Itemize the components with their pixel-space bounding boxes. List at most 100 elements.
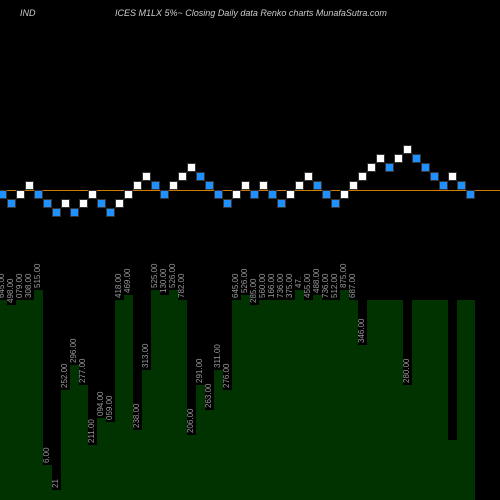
volume-label: 469.00 bbox=[123, 269, 132, 293]
volume-label: 130.00 bbox=[159, 269, 168, 293]
volume-label: 418.00 bbox=[114, 274, 123, 298]
volume-bar bbox=[0, 300, 7, 500]
volume-bar bbox=[304, 300, 313, 500]
renko-brick bbox=[448, 172, 457, 181]
renko-brick bbox=[79, 199, 88, 208]
volume-bar bbox=[115, 300, 124, 500]
renko-brick bbox=[430, 172, 439, 181]
volume-bar bbox=[124, 295, 133, 500]
volume-label: 291.00 bbox=[195, 359, 204, 383]
renko-brick bbox=[376, 154, 385, 163]
renko-brick bbox=[304, 172, 313, 181]
renko-brick bbox=[367, 163, 376, 172]
renko-brick bbox=[142, 172, 151, 181]
volume-label: 47. bbox=[294, 277, 303, 288]
renko-brick bbox=[187, 163, 196, 172]
renko-brick bbox=[412, 154, 421, 163]
volume-bar bbox=[160, 295, 169, 500]
volume-bar bbox=[448, 440, 457, 500]
volume-label: 277.00 bbox=[78, 359, 87, 383]
volume-bar bbox=[358, 345, 367, 500]
volume-label: 736.00 bbox=[276, 274, 285, 298]
volume-bar bbox=[34, 290, 43, 500]
volume-bar bbox=[250, 305, 259, 500]
volume-bar bbox=[394, 300, 403, 500]
volume-chart: 645.00498.00079.00308.00515.006.0021252.… bbox=[0, 280, 500, 500]
renko-brick bbox=[295, 181, 304, 190]
renko-brick bbox=[0, 190, 7, 199]
renko-brick bbox=[70, 208, 79, 217]
renko-chart bbox=[0, 30, 500, 280]
volume-bar bbox=[313, 295, 322, 500]
volume-bar bbox=[421, 300, 430, 500]
volume-label: 488.00 bbox=[312, 269, 321, 293]
renko-brick bbox=[7, 199, 16, 208]
renko-brick bbox=[16, 190, 25, 199]
volume-label: 263.00 bbox=[204, 384, 213, 408]
volume-bar bbox=[7, 305, 16, 500]
volume-label: 238.00 bbox=[132, 404, 141, 428]
volume-bar bbox=[88, 445, 97, 500]
volume-bar bbox=[466, 300, 475, 500]
volume-bar bbox=[439, 300, 448, 500]
volume-label: 059.00 bbox=[105, 396, 114, 420]
volume-bar bbox=[412, 300, 421, 500]
renko-brick bbox=[223, 199, 232, 208]
volume-bar bbox=[367, 300, 376, 500]
renko-brick bbox=[250, 190, 259, 199]
volume-label: 560.00 bbox=[258, 274, 267, 298]
volume-label: 308.00 bbox=[24, 274, 33, 298]
volume-label: 526.00 bbox=[240, 269, 249, 293]
volume-label: 526.00 bbox=[168, 264, 177, 288]
renko-brick bbox=[268, 190, 277, 199]
renko-brick bbox=[385, 163, 394, 172]
volume-bar bbox=[322, 300, 331, 500]
volume-label: 206.00 bbox=[186, 409, 195, 433]
renko-brick bbox=[25, 181, 34, 190]
volume-label: 276.00 bbox=[222, 364, 231, 388]
volume-bar bbox=[223, 390, 232, 500]
volume-label: 515.00 bbox=[33, 264, 42, 288]
volume-label: 375.00 bbox=[285, 274, 294, 298]
volume-label: 211.00 bbox=[87, 419, 96, 443]
renko-brick bbox=[439, 181, 448, 190]
volume-bar bbox=[97, 418, 106, 500]
renko-brick bbox=[403, 145, 412, 154]
volume-label: 21 bbox=[51, 479, 60, 488]
volume-label: 525.00 bbox=[150, 264, 159, 288]
volume-label: 313.00 bbox=[141, 344, 150, 368]
renko-brick bbox=[34, 190, 43, 199]
volume-label: 782.00 bbox=[177, 274, 186, 298]
renko-brick bbox=[313, 181, 322, 190]
volume-bar bbox=[286, 300, 295, 500]
renko-brick bbox=[277, 199, 286, 208]
renko-brick bbox=[466, 190, 475, 199]
volume-bar bbox=[232, 300, 241, 500]
volume-bar bbox=[106, 422, 115, 500]
volume-bar bbox=[403, 385, 412, 500]
volume-bar bbox=[142, 370, 151, 500]
volume-bar bbox=[331, 300, 340, 500]
volume-bar bbox=[151, 290, 160, 500]
symbol-label: IND bbox=[20, 8, 36, 18]
renko-brick bbox=[43, 199, 52, 208]
renko-brick bbox=[394, 154, 403, 163]
renko-brick bbox=[124, 190, 133, 199]
renko-brick bbox=[88, 190, 97, 199]
renko-brick bbox=[421, 163, 430, 172]
volume-label: 094.00 bbox=[96, 392, 105, 416]
volume-label: 512.00 bbox=[330, 274, 339, 298]
renko-brick bbox=[160, 190, 169, 199]
volume-bar bbox=[340, 290, 349, 500]
renko-brick bbox=[241, 181, 250, 190]
volume-label: 346.00 bbox=[357, 319, 366, 343]
renko-brick bbox=[196, 172, 205, 181]
volume-bar bbox=[385, 300, 394, 500]
volume-label: 285.00 bbox=[249, 279, 258, 303]
volume-bar bbox=[187, 435, 196, 500]
volume-bar bbox=[259, 300, 268, 500]
volume-bar bbox=[430, 300, 439, 500]
volume-bar bbox=[52, 490, 61, 500]
renko-brick bbox=[322, 190, 331, 199]
volume-bar bbox=[376, 300, 385, 500]
